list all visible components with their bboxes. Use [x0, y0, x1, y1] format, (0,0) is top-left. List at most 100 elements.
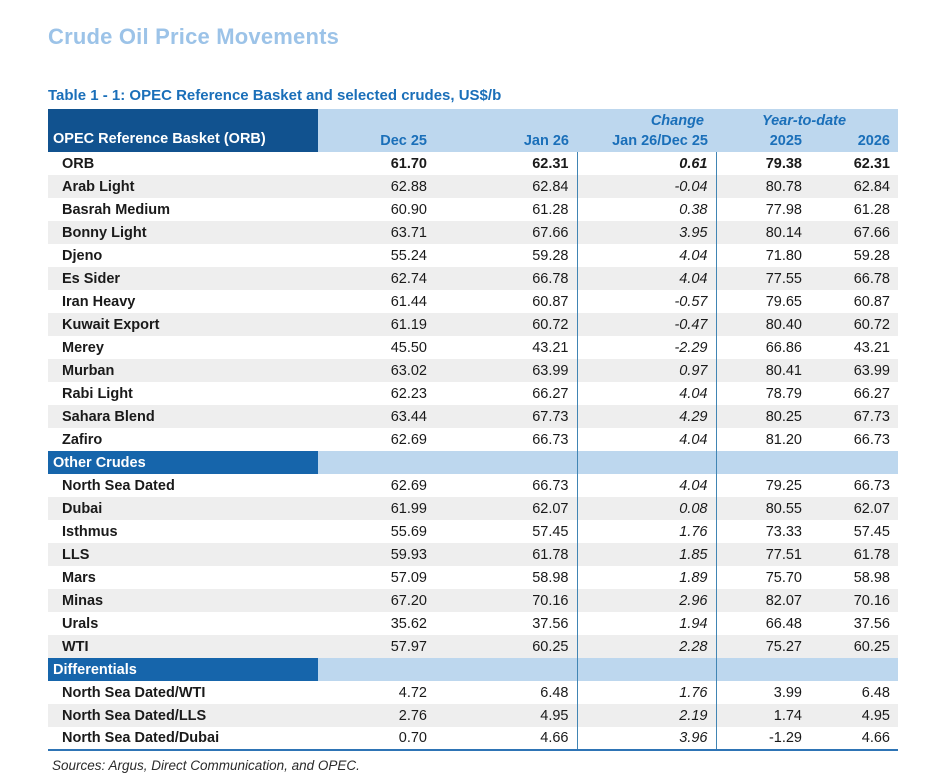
table-row: Murban 63.02 63.99 0.97 80.41 63.99 — [48, 359, 898, 382]
value-cell: 75.70 — [715, 566, 810, 589]
row-label: Minas — [48, 589, 318, 612]
value-cell: 57.97 — [318, 635, 435, 658]
row-label: Kuwait Export — [48, 313, 318, 336]
value-cell: 80.40 — [715, 313, 810, 336]
value-cell: 57.45 — [853, 523, 890, 540]
value-cell: 80.41 — [715, 359, 810, 382]
value-cell: 43.21 — [853, 339, 890, 356]
row-label: WTI — [48, 635, 318, 658]
table-row: North Sea Dated 62.69 66.73 4.04 79.25 66.73 — [48, 474, 898, 497]
value-cell: 0.70 — [318, 727, 435, 751]
table-row: Mars 57.09 58.98 1.89 75.70 58.98 — [48, 566, 898, 589]
value-cell: 70.16 — [810, 589, 898, 612]
column-header-dec25: Dec 25 — [318, 129, 435, 152]
value-cell: 61.44 — [390, 293, 427, 310]
value-cell: 4.95 — [435, 704, 577, 727]
column-header-row: Dec 25 Jan 26 Jan 26/Dec 25 2025 2026 — [48, 129, 898, 152]
value-cell: 78.79 — [715, 382, 810, 405]
row-label: North Sea Dated/Dubai — [48, 727, 318, 751]
value-cell: 63.71 — [318, 221, 435, 244]
value-cell: 3.96 — [576, 727, 716, 751]
value-cell: 61.28 — [853, 201, 890, 218]
value-cell: 55.69 — [390, 523, 427, 540]
value-cell: 4.95 — [810, 704, 898, 727]
row-label: Djeno — [62, 247, 103, 264]
row-label: Iran Heavy — [62, 293, 136, 310]
table-row: Zafiro 62.69 66.73 4.04 81.20 66.73 — [48, 428, 898, 451]
table-row: Kuwait Export 61.19 60.72 -0.47 80.40 60.72 — [48, 313, 898, 336]
value-cell: 60.25 — [435, 635, 577, 658]
value-cell: 61.99 — [318, 497, 435, 520]
row-label: Bonny Light — [48, 221, 318, 244]
value-cell: 4.66 — [435, 727, 577, 751]
value-cell: -2.29 — [576, 336, 716, 359]
value-cell: 66.27 — [532, 385, 569, 402]
value-cell: 67.73 — [435, 405, 577, 428]
table-row: Minas 67.20 70.16 2.96 82.07 70.16 — [48, 589, 898, 612]
value-cell: 0.61 — [576, 152, 716, 175]
row-label: LLS — [48, 543, 318, 566]
value-cell: 62.23 — [390, 385, 427, 402]
group-header-blank — [318, 109, 577, 129]
value-cell: 60.87 — [853, 293, 890, 310]
value-cell: 61.78 — [810, 543, 898, 566]
value-cell: -0.04 — [576, 175, 716, 198]
row-label: Murban — [48, 359, 318, 382]
row-label: Rabi Light — [62, 385, 133, 402]
value-cell: 3.95 — [576, 221, 716, 244]
row-label: North Sea Dated/LLS — [48, 704, 318, 727]
group-header-ytd: Year-to-date — [716, 109, 898, 129]
value-cell: 62.74 — [318, 267, 435, 290]
value-cell: 80.14 — [715, 221, 810, 244]
value-cell: 1.94 — [576, 612, 716, 635]
table-caption: Table 1 - 1: OPEC Reference Basket and s… — [48, 87, 502, 104]
value-cell: 59.93 — [318, 543, 435, 566]
table-row: North Sea Dated/Dubai 0.70 4.66 3.96 -1.29 4.… — [48, 727, 898, 751]
value-cell: -0.47 — [576, 313, 716, 336]
value-cell: 0.08 — [576, 497, 716, 520]
value-cell: 67.20 — [318, 589, 435, 612]
value-cell: 2.76 — [318, 704, 435, 727]
table-body: ORB 61.70 62.31 0.61 79.38 62.31 Arab Light 62.… — [48, 152, 898, 751]
value-cell: 71.80 — [715, 244, 810, 267]
value-cell: 6.48 — [540, 684, 569, 701]
value-cell: 79.38 — [715, 152, 810, 175]
row-label: Basrah Medium — [62, 201, 170, 218]
value-cell: -0.57 — [576, 290, 716, 313]
value-cell: 35.62 — [390, 615, 427, 632]
value-cell: 1.76 — [576, 681, 716, 704]
value-cell: 45.50 — [390, 339, 427, 356]
value-cell: 60.90 — [390, 201, 427, 218]
value-cell: 66.73 — [853, 431, 890, 448]
section-header-band — [576, 658, 716, 681]
sources-footnote: Sources: Argus, Direct Communication, an… — [52, 758, 360, 773]
value-cell: 1.76 — [576, 520, 716, 543]
value-cell: 1.74 — [715, 704, 810, 727]
row-label: Es Sider — [48, 267, 318, 290]
section-header-band — [810, 451, 898, 474]
table-row: Rabi Light 62.23 66.27 4.04 78.79 66.27 — [48, 382, 898, 405]
value-cell: 77.98 — [715, 198, 810, 221]
section-header-band — [715, 451, 810, 474]
column-header-change: Jan 26/Dec 25 — [577, 129, 716, 152]
section-header-band — [435, 451, 577, 474]
value-cell: 70.16 — [435, 589, 577, 612]
value-cell: 4.04 — [576, 474, 716, 497]
section-header-band — [715, 658, 810, 681]
value-cell: 62.84 — [810, 175, 898, 198]
group-header-row: OPEC Reference Basket (ORB) Change Year-… — [48, 109, 898, 152]
value-cell: 80.78 — [715, 175, 810, 198]
value-cell: 4.72 — [398, 684, 427, 701]
value-cell: 61.78 — [435, 543, 577, 566]
value-cell: 75.27 — [715, 635, 810, 658]
row-label: Zafiro — [62, 431, 103, 448]
table-row: Bonny Light 63.71 67.66 3.95 80.14 67.66 — [48, 221, 898, 244]
column-header-jan26: Jan 26 — [435, 129, 577, 152]
value-cell: 63.99 — [810, 359, 898, 382]
table-row: Djeno 55.24 59.28 4.04 71.80 59.28 — [48, 244, 898, 267]
value-cell: 55.24 — [390, 247, 427, 264]
value-cell: 4.04 — [576, 267, 716, 290]
orb-price-table: OPEC Reference Basket (ORB) Change Year-… — [48, 109, 898, 751]
value-cell: 4.04 — [576, 382, 716, 405]
value-cell: 62.07 — [810, 497, 898, 520]
